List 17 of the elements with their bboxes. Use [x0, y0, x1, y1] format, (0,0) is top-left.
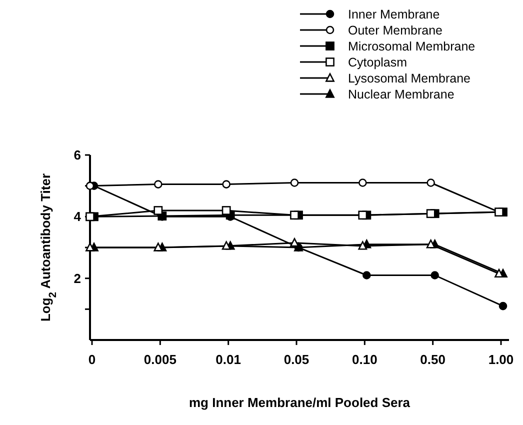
legend-label: Microsomal Membrane [348, 39, 476, 54]
y-tick-label: 6 [74, 148, 81, 163]
y-tick-label: 2 [74, 270, 81, 286]
x-tick-label: 0 [88, 352, 96, 367]
x-tick-label: 0.05 [284, 352, 310, 367]
x-axis-title: mg Inner Membrane/ml Pooled Sera [188, 395, 411, 410]
x-tick-label: 0.01 [216, 352, 241, 367]
x-tick-label: 0.50 [420, 352, 446, 367]
x-tick-label: 1.00 [488, 352, 514, 367]
x-tick-label: 0.005 [144, 352, 176, 367]
y-tick-label: 4 [74, 209, 82, 224]
legend-label: Outer Membrane [348, 23, 443, 38]
x-tick-label: 0.10 [352, 352, 378, 367]
legend-label: Cytoplasm [348, 55, 408, 70]
legend-label: Inner Membrane [348, 7, 440, 22]
legend-label: Lysosomal Membrane [348, 71, 471, 86]
legend-label: Nuclear Membrane [348, 87, 454, 102]
